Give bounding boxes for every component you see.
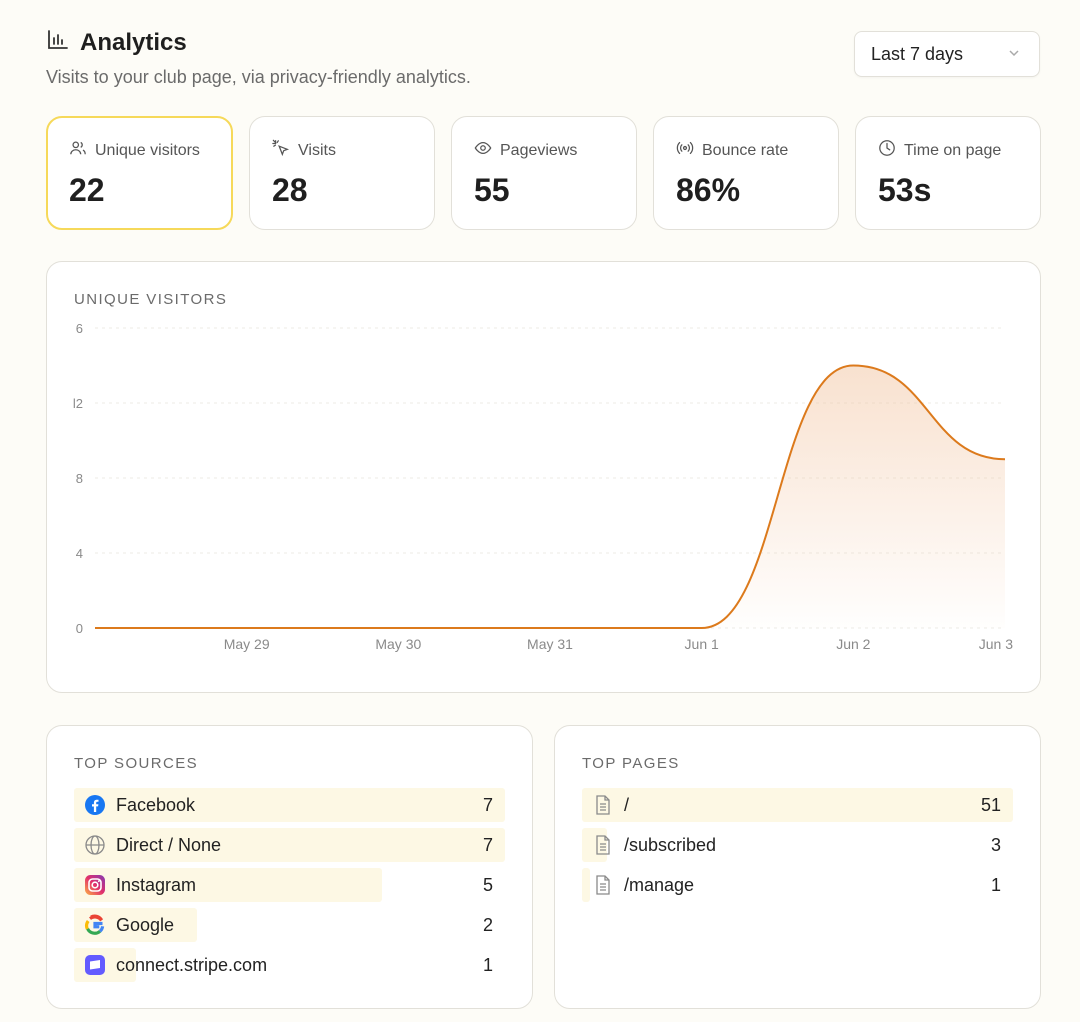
visitors-area [95, 365, 1005, 628]
stat-value: 53s [878, 172, 932, 208]
users-icon [69, 139, 87, 162]
facebook-icon [84, 794, 106, 816]
eye-icon [474, 139, 492, 162]
page-count: 1 [990, 874, 1001, 895]
source-count: 7 [482, 794, 493, 815]
stat-card-time-on-page[interactable]: Time on page 53s [855, 116, 1041, 230]
globe-icon [84, 834, 106, 856]
y-tick-label: 8 [76, 471, 83, 486]
source-row-instagram[interactable]: Instagram 5 [74, 868, 505, 902]
clock-icon [878, 139, 896, 162]
sources-list: Facebook 7 Direct / None 7 Instagram 5 [74, 788, 505, 988]
stat-label: Pageviews [500, 141, 578, 159]
page-label: /manage [624, 874, 695, 895]
sources-heading: TOP SOURCES [74, 755, 199, 772]
top-sources-card: TOP SOURCES Facebook 7 Direct / None 7 [46, 725, 533, 1009]
source-label: Direct / None [116, 834, 222, 855]
stat-card-bounce-rate[interactable]: Bounce rate 86% [653, 116, 839, 230]
source-bar [74, 828, 505, 862]
source-row-facebook[interactable]: Facebook 7 [74, 788, 505, 822]
date-range-value: Last 7 days [871, 43, 964, 64]
stat-value: 28 [272, 172, 308, 208]
top-pages-card: TOP PAGES / 51 /subscribed 3 [554, 725, 1041, 1009]
source-count: 7 [482, 834, 493, 855]
stripe-icon [84, 954, 106, 976]
title-row: Analytics [46, 28, 1040, 57]
page-icon [592, 834, 614, 856]
x-tick-label: Jun 3 [979, 636, 1013, 652]
source-row-stripe[interactable]: connect.stripe.com 1 [74, 948, 505, 982]
unique-visitors-chart: 0 4 8 l2 6 May 29 May 30 May 31 Jun 1 Jun 2 Jun 3 [73, 321, 1013, 652]
page-count: 51 [980, 794, 1001, 815]
page-icon [592, 874, 614, 896]
source-row-google[interactable]: Google 2 [74, 908, 505, 942]
pointer-click-icon [272, 139, 290, 162]
y-tick-label: 0 [76, 621, 83, 636]
page-label: /subscribed [624, 834, 717, 855]
stat-value: 86% [676, 172, 741, 208]
y-tick-label: 4 [76, 546, 83, 561]
page-bar [582, 868, 591, 902]
stat-card-unique-visitors[interactable]: Unique visitors 22 [46, 116, 233, 230]
visitors-line [95, 364, 1006, 629]
page-row-manage[interactable]: /manage 1 [582, 868, 1013, 902]
stat-value: 55 [474, 172, 510, 208]
chart-heading: UNIQUE VISITORS [74, 291, 228, 308]
pages-heading: TOP PAGES [582, 755, 680, 772]
stat-card-pageviews[interactable]: Pageviews 55 [451, 116, 637, 230]
stat-card-visits[interactable]: Visits 28 [249, 116, 435, 230]
page-subtitle: Visits to your club page, via privacy-fr… [46, 67, 471, 87]
date-range-select[interactable]: Last 7 days [854, 31, 1040, 77]
source-label: Google [116, 914, 175, 935]
source-label: Facebook [116, 794, 196, 815]
page-header: Analytics Visits to your club page, via … [46, 28, 1040, 88]
bar-chart-icon [46, 28, 70, 57]
stat-label: Time on page [904, 141, 1002, 159]
page-row-subscribed[interactable]: /subscribed 3 [582, 828, 1013, 862]
pages-list: / 51 /subscribed 3 /manage 1 [582, 788, 1013, 908]
x-tick-label: Jun 2 [836, 636, 870, 652]
stat-label: Bounce rate [702, 141, 789, 159]
stat-label: Visits [298, 141, 336, 159]
source-count: 2 [482, 914, 493, 935]
page-title: Analytics [80, 28, 187, 56]
google-icon [84, 914, 106, 936]
page-bar [582, 828, 608, 862]
source-bar [74, 788, 505, 822]
source-label: Instagram [116, 874, 197, 895]
x-tick-label: May 30 [375, 636, 421, 652]
stats-row: Unique visitors 22 Visits 28 Pageviews 5… [46, 116, 1041, 230]
page-count: 3 [990, 834, 1001, 855]
source-label: connect.stripe.com [116, 954, 268, 975]
source-row-direct[interactable]: Direct / None 7 [74, 828, 505, 862]
unique-visitors-chart-card: UNIQUE VISITORS 0 4 8 l2 6 May 29 May 30 May 3… [46, 261, 1041, 693]
instagram-icon [84, 874, 106, 896]
x-tick-label: May 29 [224, 636, 270, 652]
source-count: 5 [482, 874, 493, 895]
stat-label: Unique visitors [95, 141, 200, 159]
broadcast-icon [676, 139, 694, 162]
y-tick-label: 6 [76, 321, 83, 336]
source-bar [74, 868, 382, 902]
stat-value: 22 [69, 172, 105, 208]
page-label: / [624, 794, 630, 815]
page-icon [592, 794, 614, 816]
page-bar [582, 788, 1013, 822]
chevron-down-icon [1007, 44, 1021, 65]
y-tick-label: l2 [73, 396, 83, 411]
x-tick-label: May 31 [527, 636, 573, 652]
page-row-root[interactable]: / 51 [582, 788, 1013, 822]
x-tick-label: Jun 1 [685, 636, 719, 652]
source-count: 1 [482, 954, 493, 975]
